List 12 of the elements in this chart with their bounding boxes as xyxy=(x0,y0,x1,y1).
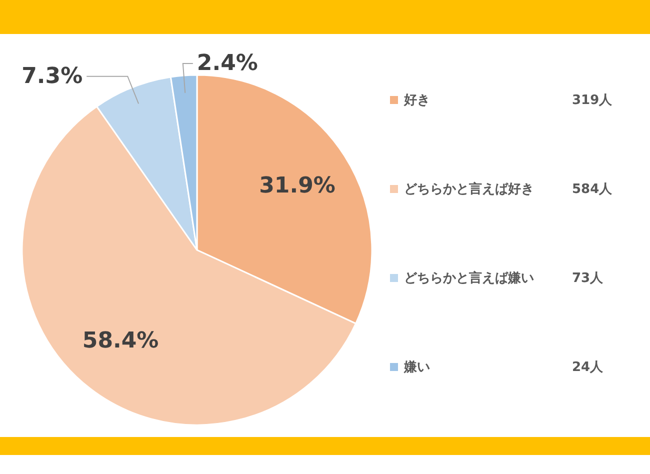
text: 73人 xyxy=(572,270,604,287)
text: 584人 xyxy=(572,181,612,198)
text: 24人 xyxy=(572,359,604,376)
legend-label: 好き xyxy=(404,92,431,109)
legend-label: 嫌い xyxy=(404,359,431,376)
data-label: 2.4% xyxy=(196,51,258,76)
data-label: 7.3% xyxy=(22,64,83,89)
text: 319人 xyxy=(572,92,612,109)
data-label: 31.9% xyxy=(259,173,336,198)
legend-label: どちらかと言えば好き xyxy=(404,180,535,198)
legend-label: どちらかと言えば嫌い xyxy=(404,270,535,287)
data-label: 58.4% xyxy=(82,328,159,354)
